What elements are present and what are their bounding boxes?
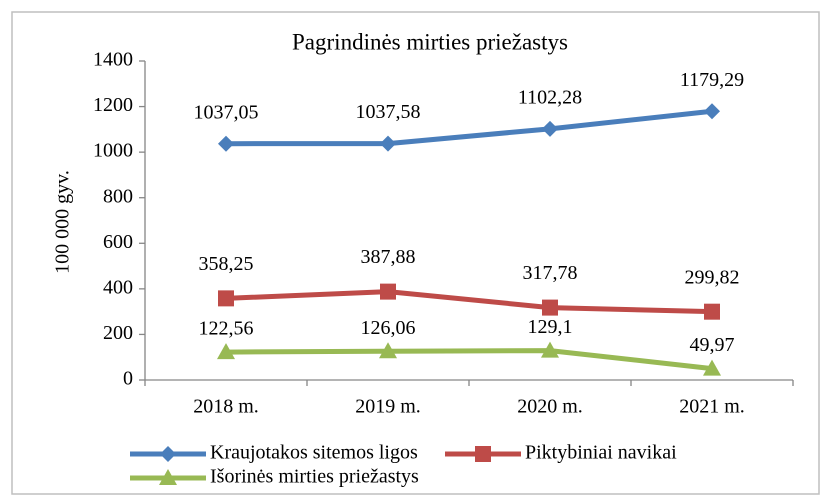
point-marker <box>542 299 558 316</box>
legend-marker <box>475 446 491 462</box>
chart-title: Pagrindinės mirties priežastys <box>292 29 568 54</box>
legend-marker <box>160 446 176 462</box>
point-marker <box>379 342 397 359</box>
y-tick-label: 1400 <box>93 49 133 71</box>
y-tick-label: 400 <box>103 276 133 298</box>
y-tick-label: 0 <box>123 368 133 390</box>
point-marker <box>541 341 559 358</box>
legend-marker <box>159 469 177 485</box>
y-tick-label: 600 <box>103 231 133 253</box>
point-marker <box>704 103 720 120</box>
point-marker <box>218 290 234 307</box>
x-tick-label: 2019 m. <box>355 396 421 418</box>
legend-label: Piktybiniai navikai <box>525 442 677 464</box>
data-label: 299,82 <box>685 266 740 288</box>
series-line <box>225 289 713 315</box>
data-label: 1179,29 <box>680 69 744 91</box>
series-line <box>225 108 713 147</box>
point-marker <box>542 120 558 137</box>
legend-label: Išorinės mirties priežastys <box>210 466 419 488</box>
data-label: 1037,58 <box>356 101 421 123</box>
data-label: 1102,28 <box>518 86 582 108</box>
y-tick-label: 1200 <box>93 94 133 116</box>
y-tick-label: 1000 <box>93 140 133 162</box>
point-marker <box>380 283 396 300</box>
point-marker <box>704 303 720 320</box>
data-label: 129,1 <box>528 316 573 338</box>
series-line <box>225 348 713 372</box>
point-marker <box>703 359 721 376</box>
data-label: 122,56 <box>199 318 254 340</box>
data-label: 1037,05 <box>194 101 259 123</box>
chart-frame <box>11 11 820 495</box>
x-tick-label: 2021 m. <box>679 396 745 418</box>
point-marker <box>218 135 234 152</box>
x-tick-label: 2018 m. <box>193 396 259 418</box>
data-label: 49,97 <box>690 334 735 356</box>
point-marker <box>217 343 235 360</box>
y-tick-label: 200 <box>103 322 133 344</box>
data-label: 126,06 <box>361 317 416 339</box>
legend-label: Kraujotakos sitemos ligos <box>210 442 418 464</box>
x-tick-label: 2020 m. <box>517 396 583 418</box>
data-label: 317,78 <box>523 262 578 284</box>
y-tick-label: 800 <box>103 185 133 207</box>
point-marker <box>380 135 396 152</box>
data-label: 387,88 <box>361 246 416 268</box>
data-label: 358,25 <box>199 253 254 275</box>
y-axis-label: 100 000 gyv. <box>52 170 74 274</box>
